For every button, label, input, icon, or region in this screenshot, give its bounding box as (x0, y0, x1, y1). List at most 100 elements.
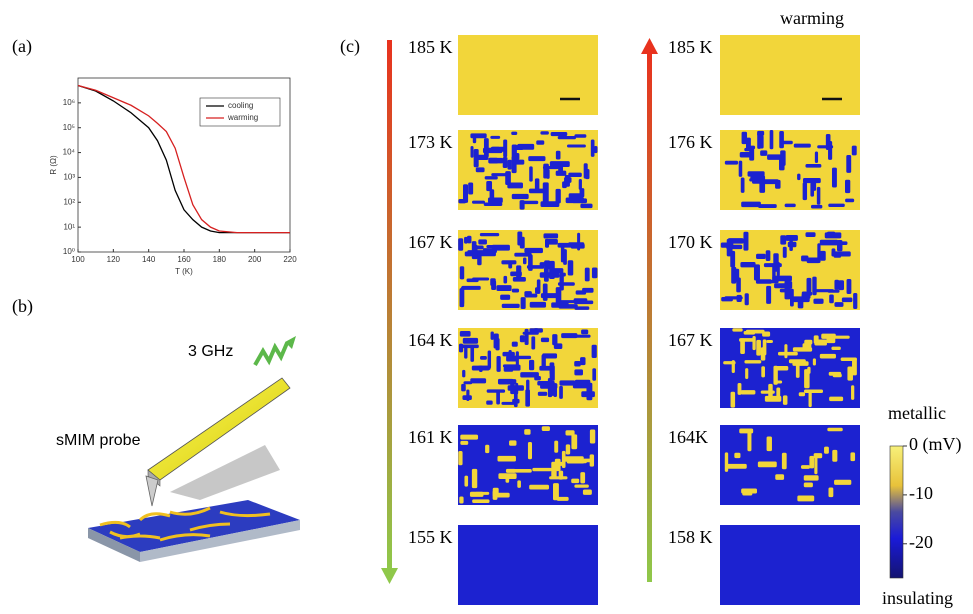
domain (829, 372, 841, 376)
smim-map (458, 35, 598, 115)
domain (517, 480, 521, 487)
domain (741, 202, 761, 208)
domain (485, 445, 489, 453)
domain (772, 276, 792, 282)
domain (731, 392, 736, 408)
domain (828, 204, 845, 207)
domain (461, 384, 466, 391)
domain (804, 389, 823, 392)
domain (796, 363, 800, 378)
domain (459, 496, 463, 503)
domain (561, 333, 577, 338)
domain (842, 297, 853, 302)
domain (543, 233, 558, 238)
domain (474, 245, 477, 258)
domain (497, 456, 515, 462)
domain (827, 232, 835, 237)
domain (489, 158, 498, 164)
domain (571, 434, 577, 449)
domain (532, 468, 552, 471)
domain (783, 395, 788, 405)
domain (725, 161, 738, 165)
domain (840, 241, 847, 245)
probe-label: sMIM probe (56, 432, 141, 449)
warming-arrow (647, 52, 652, 582)
domain (508, 262, 512, 269)
domain (740, 262, 755, 267)
domain (505, 171, 511, 185)
domain (851, 385, 854, 400)
domain (766, 250, 771, 261)
domain (820, 354, 836, 359)
domain (549, 476, 567, 479)
x-tick-label: 180 (213, 255, 227, 264)
domain (503, 276, 507, 284)
domain (775, 380, 782, 383)
domain (460, 288, 465, 307)
domain (592, 345, 597, 358)
domain (464, 476, 468, 487)
domain (775, 366, 789, 371)
domain (847, 279, 852, 294)
domain (554, 441, 558, 453)
domain (804, 340, 812, 345)
maps: 185 K173 K167 K164 K161 K155 K185 K176 K… (408, 35, 860, 605)
temperature-label: 164K (668, 427, 708, 447)
domain (517, 144, 534, 150)
domain (498, 473, 516, 479)
domain (797, 174, 800, 180)
figure: (a) (b) (c) 10012014016018020022010⁰10¹1… (0, 0, 973, 614)
domain (542, 353, 557, 358)
domain (540, 262, 547, 266)
domain (813, 299, 823, 304)
domain (752, 336, 755, 350)
domain (556, 151, 561, 160)
domain (852, 146, 857, 156)
domain (540, 131, 548, 134)
smim-map (720, 35, 860, 115)
domain (828, 290, 840, 293)
domain (765, 396, 781, 402)
y-axis-label: R (Ω) (49, 155, 58, 175)
domain (838, 280, 844, 290)
domain (472, 469, 477, 488)
x-tick-label: 160 (177, 255, 191, 264)
domain (845, 199, 854, 203)
domain (784, 344, 787, 358)
temperature-label: 167 K (408, 232, 453, 252)
domain (845, 180, 850, 193)
domain (782, 453, 787, 469)
domain (760, 150, 767, 156)
colorbar-tick-label: 0 (mV) (909, 434, 962, 455)
domain (543, 283, 548, 300)
x-axis-label: T (K) (175, 267, 193, 276)
domain (732, 328, 742, 331)
domain (517, 231, 522, 245)
domain (559, 380, 575, 385)
domain (541, 293, 559, 298)
domain (560, 273, 566, 277)
domain (540, 272, 560, 278)
domain (814, 456, 817, 474)
domain (827, 428, 842, 432)
domain (490, 136, 500, 139)
domain (513, 277, 526, 282)
domain (529, 485, 549, 490)
domain (585, 268, 590, 282)
domain (853, 293, 857, 309)
domain (723, 361, 735, 364)
domain (491, 332, 494, 340)
domain (764, 263, 782, 267)
domain (521, 297, 526, 309)
domain (779, 131, 784, 148)
domain (592, 368, 596, 380)
domain (476, 167, 485, 172)
domain (778, 352, 798, 356)
domain (721, 297, 733, 301)
domain (831, 251, 850, 256)
domain (528, 442, 532, 459)
domain (546, 169, 549, 179)
domain (736, 277, 741, 292)
domain (834, 480, 851, 485)
domain (538, 392, 547, 396)
